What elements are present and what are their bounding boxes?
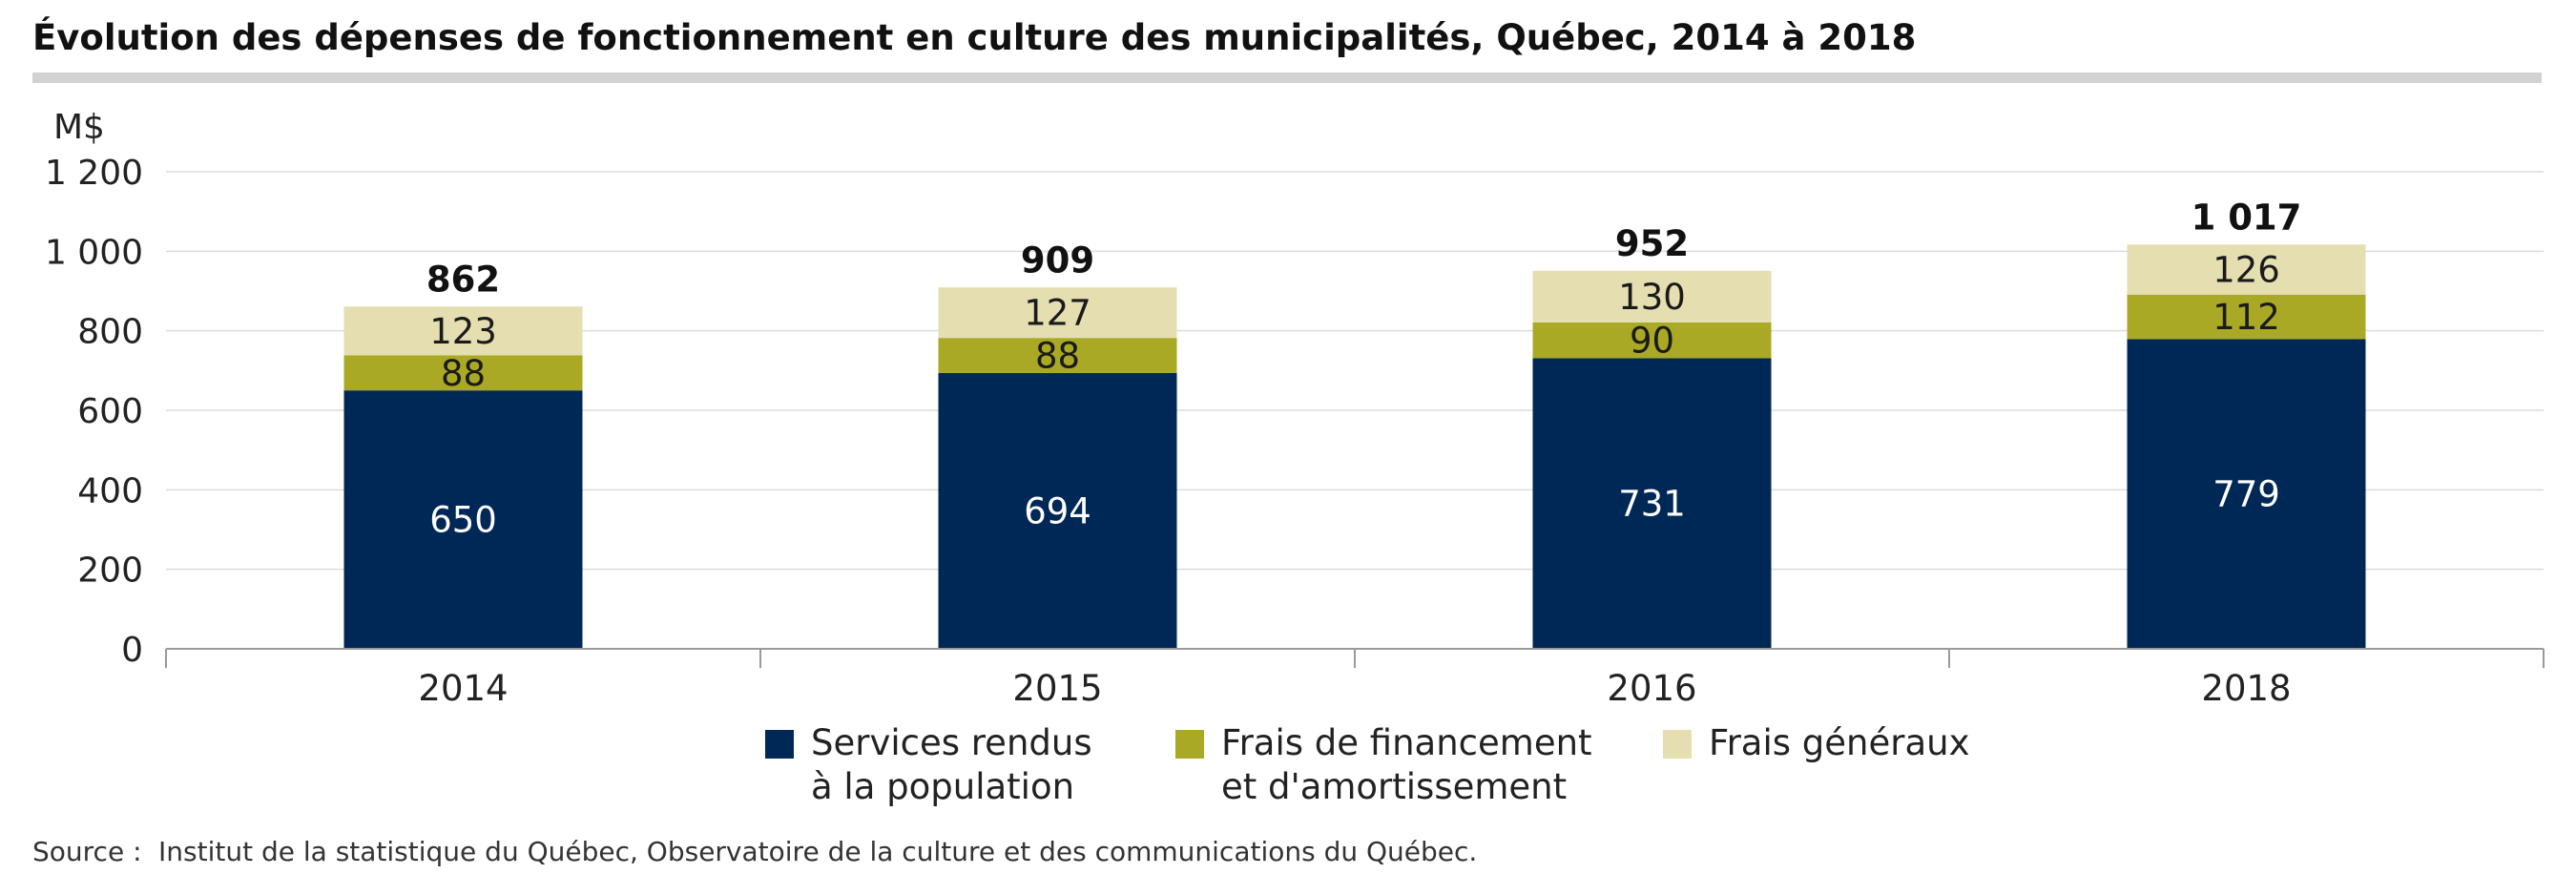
x-axis: 2014 2015 2016 2018 (165, 648, 2545, 706)
bar-segment (2127, 294, 2366, 340)
data-label: 127 (1024, 293, 1091, 334)
data-label: 731 (1618, 484, 1686, 525)
bar-segment (1532, 322, 1772, 359)
bar-segment (938, 287, 1177, 339)
bar-segment (938, 338, 1177, 373)
y-tick-label: 1 200 (45, 154, 143, 193)
y-tick-label: 1 000 (45, 233, 143, 272)
bar-segment (938, 372, 1177, 649)
bar-segment (1532, 358, 1772, 649)
x-tick-label: 2014 (418, 668, 508, 706)
source-prefix: Source : (32, 836, 142, 867)
y-tick-label: 800 (77, 313, 143, 352)
y-tick-label: 0 (121, 631, 143, 670)
x-tick-label: 2016 (1607, 668, 1696, 706)
total-label: 952 (1615, 223, 1689, 264)
legend-swatch-services (765, 730, 794, 759)
data-label: 779 (2212, 474, 2280, 515)
data-label: 694 (1024, 490, 1091, 531)
chart-title: Évolution des dépenses de fonctionnement… (32, 17, 1917, 58)
bar-segment (2127, 339, 2366, 649)
legend-swatch-frais-generaux (1663, 730, 1692, 759)
legend-label-frais-generaux: Frais généraux (1709, 722, 1970, 763)
bar-segment (343, 390, 583, 649)
source-text: Institut de la statistique du Québec, Ob… (158, 836, 1478, 867)
data-label: 123 (429, 311, 497, 352)
y-tick-label: 600 (77, 392, 143, 431)
data-label: 88 (441, 353, 486, 394)
bar-segment (1532, 270, 1772, 323)
total-label: 909 (1021, 239, 1094, 281)
y-axis-title: M$ (53, 108, 105, 147)
data-label: 112 (2212, 297, 2280, 338)
x-tick-label: 2015 (1012, 668, 1102, 706)
legend-label-services: Services rendus à la population (811, 722, 1092, 807)
total-label: 862 (426, 259, 500, 300)
total-label: 1 017 (2192, 197, 2302, 238)
data-label: 126 (2212, 250, 2280, 291)
source-note: Source : Institut de la statistique du Qu… (32, 836, 1477, 867)
bar-segment (343, 306, 583, 356)
title-rule (32, 73, 2542, 83)
legend-item-frais-generaux: Frais généraux (1663, 721, 2205, 765)
y-tick-label: 400 (77, 471, 143, 510)
data-label: 90 (1630, 321, 1674, 362)
x-tick-label: 2018 (2201, 668, 2291, 706)
y-tick-label: 200 (77, 552, 143, 591)
bar-segment (343, 355, 583, 391)
data-label: 130 (1618, 277, 1686, 318)
legend-swatch-financement (1175, 730, 1204, 759)
legend-item-services: Services rendus à la population (765, 721, 1307, 809)
legend-item-financement: Frais de financement et d'amortissement (1175, 721, 1717, 809)
bar-segment (2127, 244, 2366, 295)
data-label: 650 (429, 500, 497, 541)
legend-label-financement: Frais de financement et d'amortissement (1221, 722, 1592, 807)
y-axis-ticks: 0 200 400 600 800 1 000 1 200 (45, 154, 143, 670)
bars: 6508812386269488127909731901309527791121… (343, 197, 2366, 649)
data-label: 88 (1035, 336, 1080, 377)
